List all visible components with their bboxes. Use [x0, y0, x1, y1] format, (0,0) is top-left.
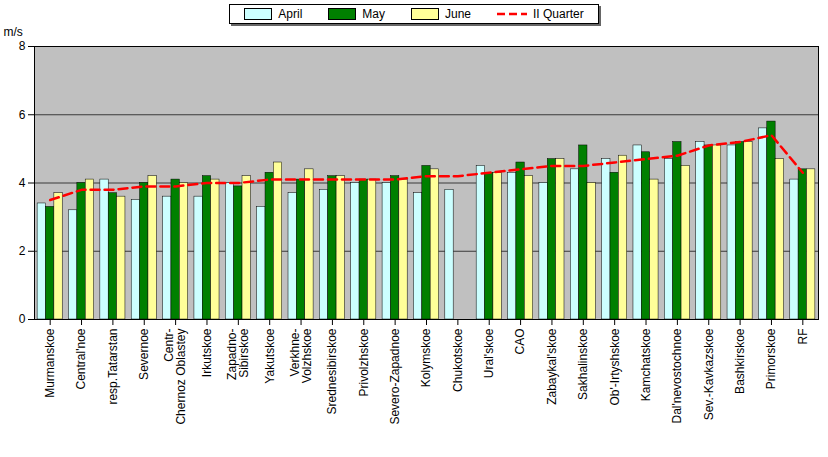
svg-text:Murmanskoe: Murmanskoe [43, 328, 57, 398]
svg-text:Yakutskoe: Yakutskoe [263, 328, 277, 383]
svg-text:Severnoe: Severnoe [137, 328, 151, 380]
svg-text:Sakhalinskoe: Sakhalinskoe [576, 328, 590, 400]
svg-text:CAO: CAO [513, 329, 527, 355]
svg-text:resp.Tatarstan: resp.Tatarstan [106, 329, 120, 405]
html-text:April: April [278, 7, 303, 21]
svg-text:Centr-Chernoz Oblastey: Centr-Chernoz Oblastey [162, 329, 188, 425]
svg-text:Verkhne-Volzhskoe: Verkhne-Volzhskoe [288, 328, 314, 383]
svg-text:Chukotskoe: Chukotskoe [451, 328, 465, 392]
svg-text:2: 2 [19, 244, 26, 258]
svg-text:8: 8 [19, 39, 26, 53]
svg-text:Sev.-Kavkazskoe: Sev.-Kavkazskoe [702, 328, 716, 420]
svg-text:Srednesibirskoe: Srednesibirskoe [325, 328, 339, 414]
svg-text:Ob'-Irtyshskoe: Ob'-Irtyshskoe [608, 328, 622, 405]
svg-text:Bashkirskoe: Bashkirskoe [733, 328, 747, 394]
svg-text:Ural'skoe: Ural'skoe [482, 328, 496, 378]
svg-text:Irkutskoe: Irkutskoe [200, 328, 214, 377]
svg-text:Primorskoe: Primorskoe [764, 328, 778, 389]
html-text:June: June [445, 7, 471, 21]
svg-text:Zapadno-Sibirskoe: Zapadno-Sibirskoe [225, 328, 251, 380]
svg-text:Kolymskoe: Kolymskoe [419, 328, 433, 387]
html-text:II Quarter: II Quarter [533, 7, 584, 21]
svg-text:Privolzhskoe: Privolzhskoe [357, 328, 371, 396]
svg-text:m/s: m/s [4, 25, 23, 39]
svg-text:RF: RF [796, 329, 810, 345]
svg-text:Severo-Zapadnoe: Severo-Zapadnoe [388, 328, 402, 424]
svg-text:4: 4 [19, 176, 26, 190]
svg-text:Kamchatskoe: Kamchatskoe [639, 328, 653, 401]
svg-text:Dal'nevostochnoe: Dal'nevostochnoe [670, 328, 684, 423]
svg-text:Central'noe: Central'noe [74, 328, 88, 389]
svg-text:0: 0 [19, 312, 26, 326]
svg-text:6: 6 [19, 108, 26, 122]
svg-text:Zabaykal'skoe: Zabaykal'skoe [545, 328, 559, 405]
html-text:May: May [362, 7, 385, 21]
